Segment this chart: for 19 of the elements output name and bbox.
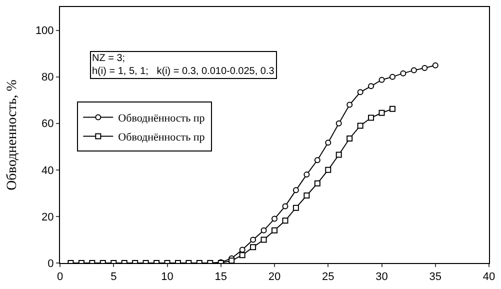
x-tick-label: 0 bbox=[56, 271, 64, 284]
x-tick-label: 5 bbox=[110, 271, 117, 284]
y-tick-label: 100 bbox=[35, 25, 54, 38]
x-tick-label: 10 bbox=[161, 271, 174, 284]
x-tick-label: 25 bbox=[322, 271, 334, 284]
x-tick-label: 35 bbox=[429, 271, 442, 284]
legend-label: Обводнённость пр bbox=[118, 132, 206, 144]
legend-label: Обводнённость пр bbox=[118, 112, 206, 125]
y-tick-label: 0 bbox=[48, 258, 54, 270]
annotation: NZ = 3; h(i) = 1, 5, 1; k(i) = 0.3, 0.010-0.025, 0.3 bbox=[92, 53, 275, 77]
x-tick-label: 40 bbox=[482, 271, 496, 284]
y-axis-title: Обводненность, % bbox=[5, 79, 20, 190]
x-tick-label: 20 bbox=[268, 271, 281, 284]
y-tick-label: 80 bbox=[42, 72, 54, 84]
y-tick-label: 40 bbox=[42, 164, 54, 177]
y-tick-label: 60 bbox=[42, 118, 54, 130]
y-tick-label: 20 bbox=[42, 211, 54, 224]
x-tick-label: 15 bbox=[214, 271, 228, 284]
x-tick-label: 30 bbox=[376, 271, 388, 284]
